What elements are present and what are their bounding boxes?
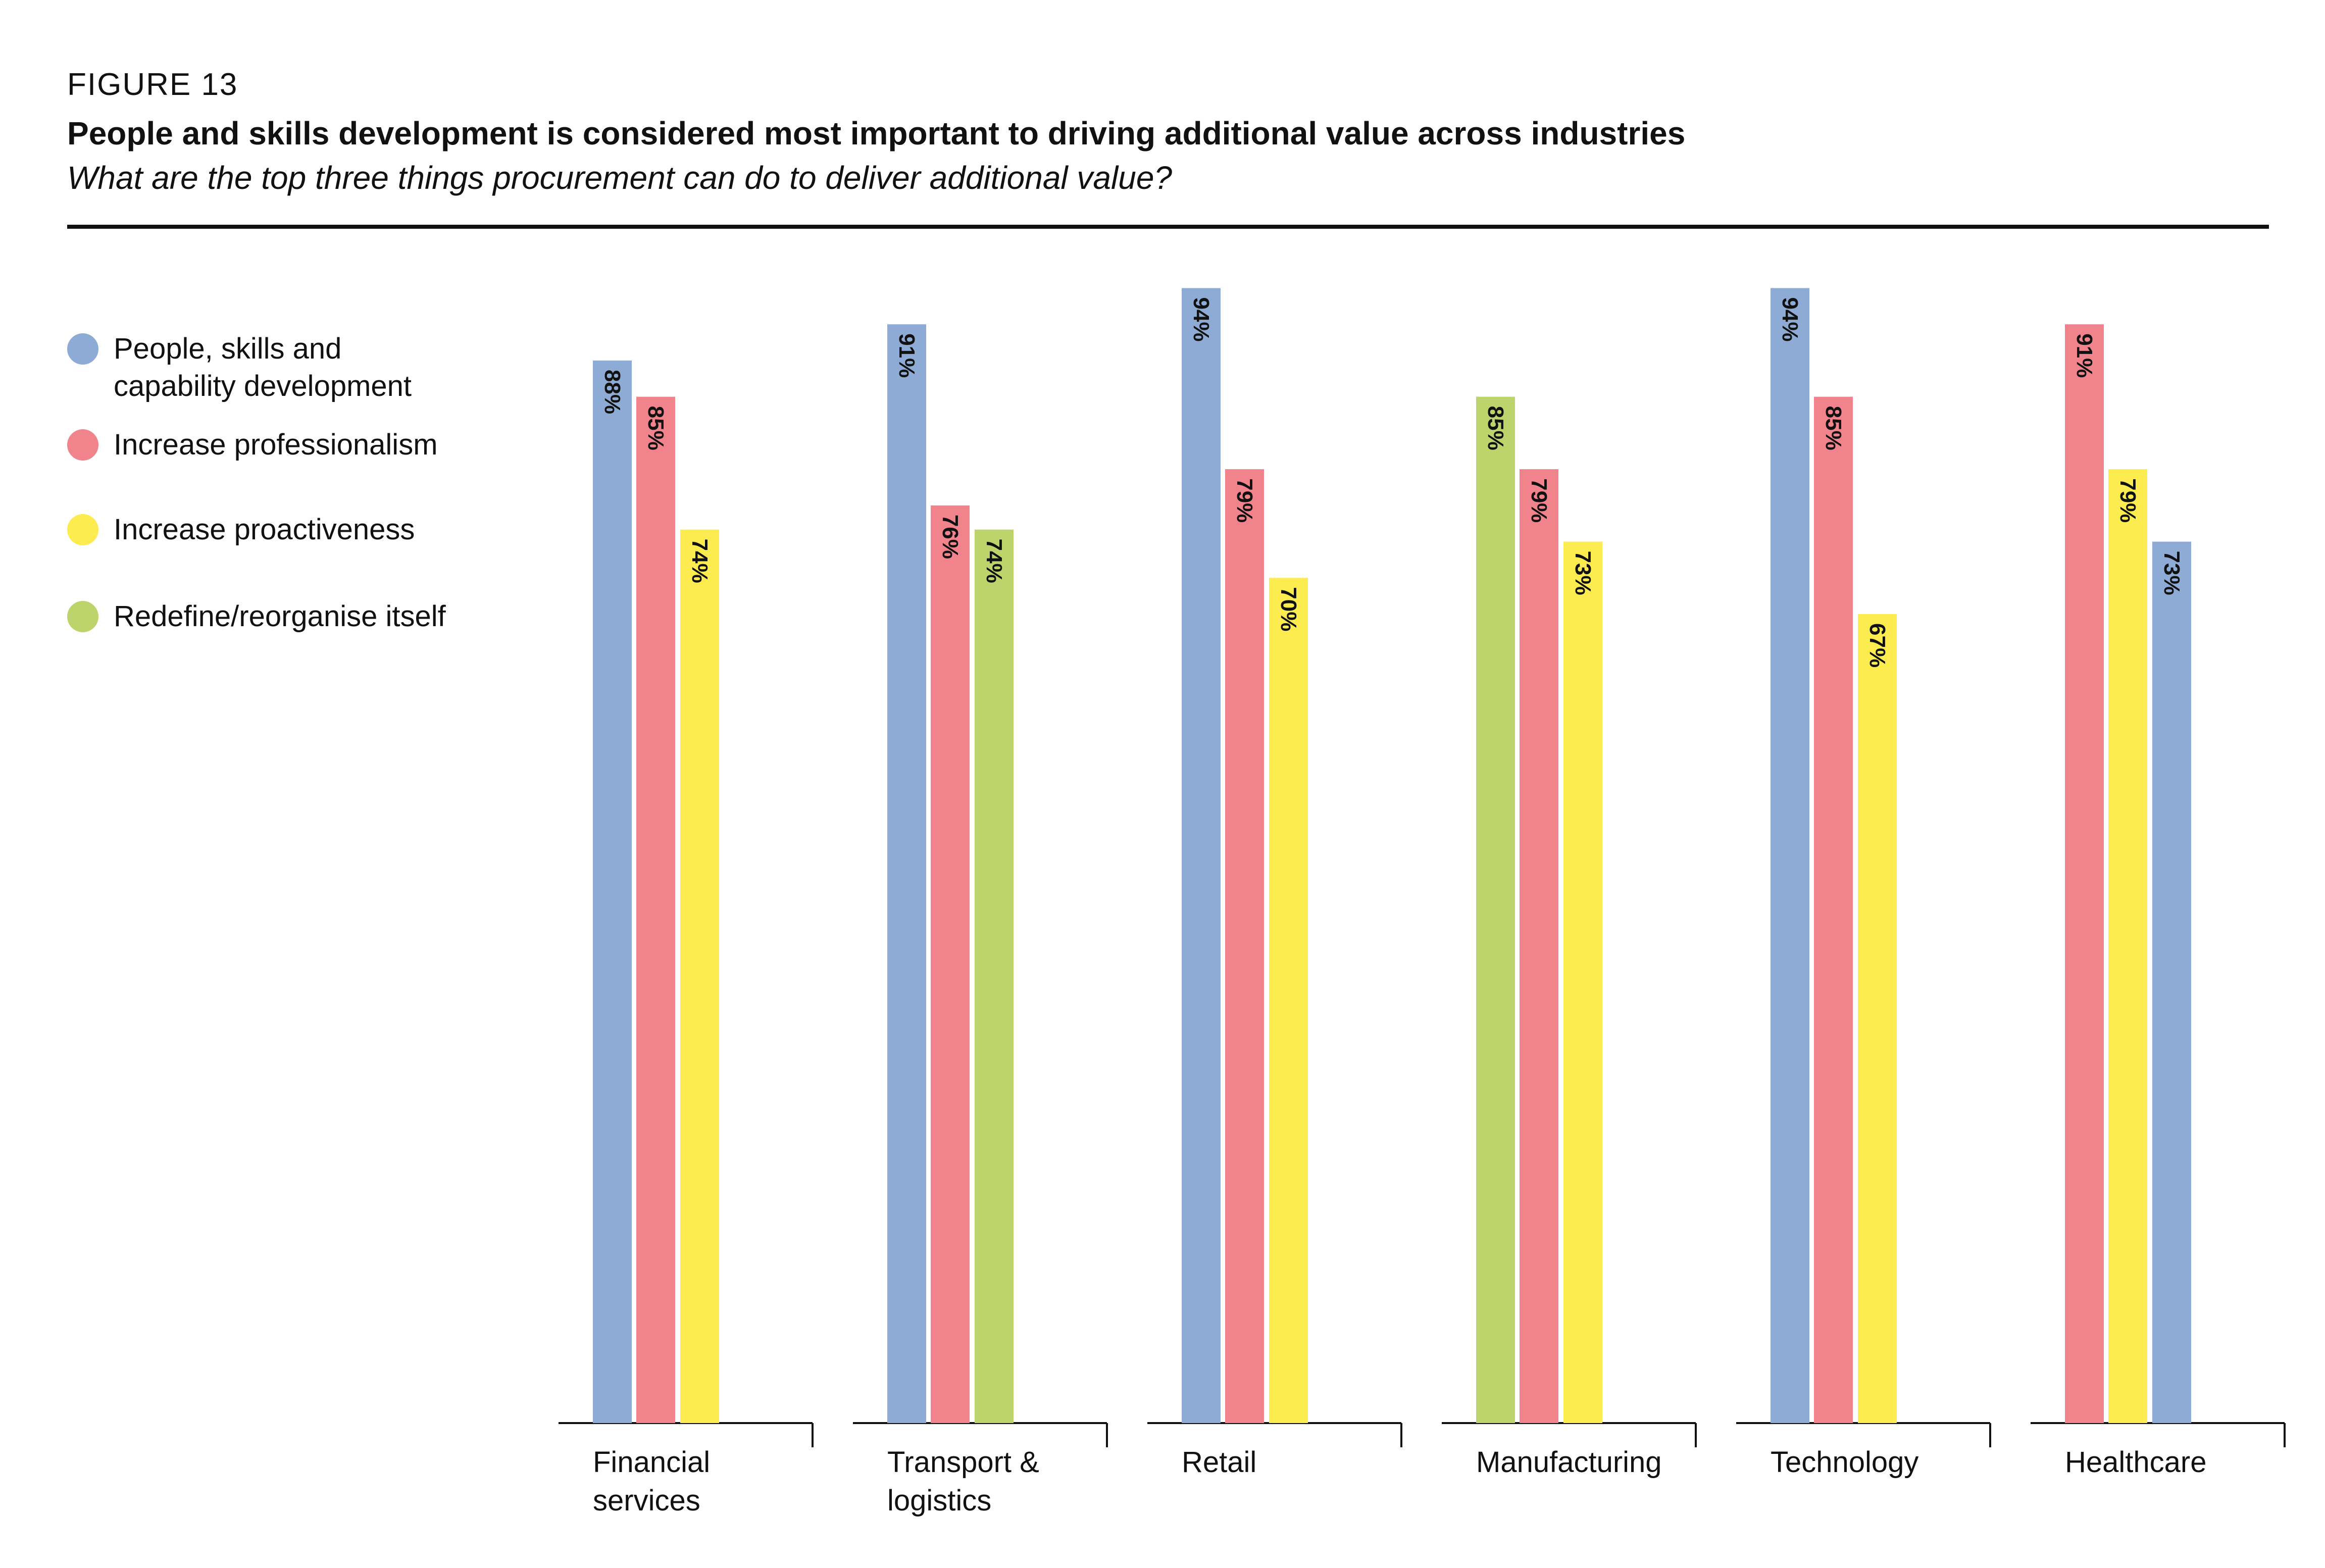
- bar: [636, 396, 675, 1423]
- bar-value-label: 91%: [2072, 333, 2097, 378]
- bar: [1476, 396, 1515, 1423]
- bar: [593, 360, 632, 1424]
- bar-value-label: 91%: [894, 333, 919, 378]
- bar: [1771, 288, 1809, 1424]
- legend-label: Redefine/reorganise itself: [114, 600, 446, 633]
- bar-value-label: 70%: [1276, 587, 1301, 631]
- category-label: Healthcare: [2065, 1446, 2206, 1479]
- bar: [2065, 324, 2104, 1424]
- legend-swatch: [67, 429, 98, 461]
- bar-value-label: 85%: [1483, 406, 1508, 450]
- bar-value-label: 74%: [687, 539, 712, 583]
- bar-value-label: 79%: [1232, 478, 1257, 523]
- legend-swatch: [67, 601, 98, 632]
- bar-value-label: 73%: [1571, 551, 1595, 595]
- bar-value-label: 67%: [1865, 623, 1890, 668]
- category-label: Financial services: [593, 1446, 710, 1517]
- bar-value-label: 73%: [2159, 551, 2184, 595]
- title-divider: [67, 225, 2269, 229]
- bar: [1563, 541, 1602, 1423]
- bar: [1182, 288, 1221, 1424]
- legend-label: Increase proactiveness: [114, 513, 415, 546]
- figure-label: FIGURE 13: [67, 67, 238, 102]
- bar-value-label: 85%: [643, 406, 668, 450]
- category-label: Manufacturing: [1476, 1446, 1662, 1479]
- bar-value-label: 88%: [600, 370, 625, 414]
- legend-label: Increase professionalism: [114, 428, 438, 461]
- bar: [680, 529, 719, 1423]
- category-label: Technology: [1771, 1446, 1918, 1479]
- bar-value-label: 94%: [1189, 297, 1214, 341]
- bar-value-label: 94%: [1778, 297, 1802, 341]
- bar: [2108, 469, 2147, 1423]
- bar: [931, 505, 970, 1423]
- bar: [1225, 469, 1264, 1423]
- bar-value-label: 76%: [938, 515, 963, 559]
- bar: [2152, 541, 2191, 1423]
- bar-value-label: 74%: [982, 539, 1006, 583]
- category-label: Transport & logistics: [887, 1446, 1039, 1517]
- legend-swatch: [67, 514, 98, 545]
- legend-label: People, skills and capability development: [114, 332, 412, 402]
- legend-swatch: [67, 333, 98, 365]
- bar: [1520, 469, 1558, 1423]
- bar: [887, 324, 926, 1424]
- bar: [1269, 578, 1308, 1423]
- chart-title: People and skills development is conside…: [67, 115, 1686, 151]
- bar: [1814, 396, 1853, 1423]
- bar-value-label: 79%: [2115, 478, 2140, 523]
- chart-subtitle: What are the top three things procuremen…: [67, 160, 1172, 196]
- bar: [1858, 614, 1897, 1423]
- bar-value-label: 85%: [1821, 406, 1846, 450]
- bar: [975, 529, 1014, 1423]
- category-label: Retail: [1182, 1446, 1256, 1479]
- bar-value-label: 79%: [1527, 478, 1551, 523]
